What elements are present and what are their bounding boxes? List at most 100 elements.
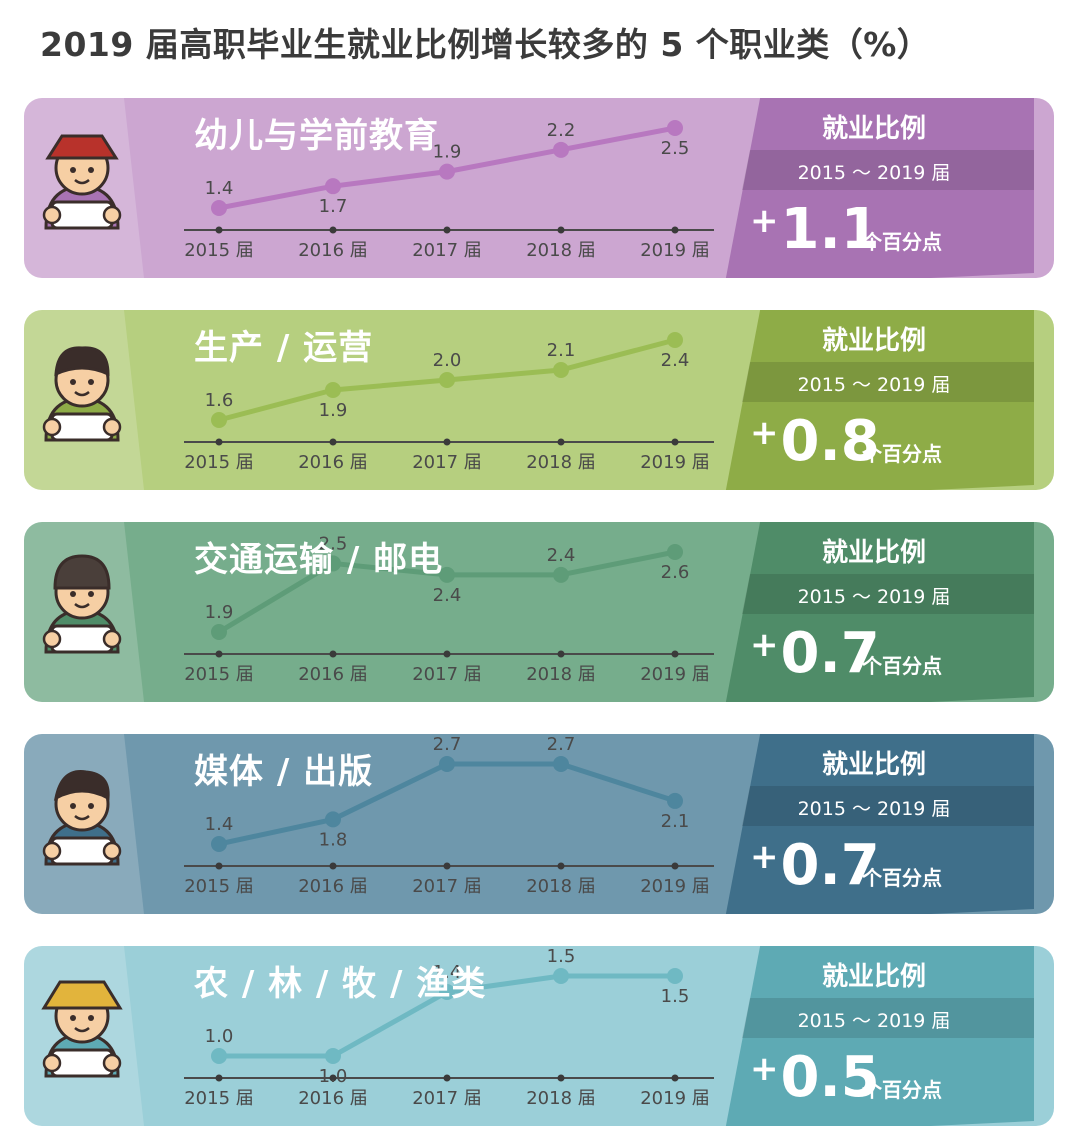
x-tick-label: 2018 届 bbox=[526, 876, 596, 897]
data-point bbox=[667, 968, 683, 984]
axis-tick bbox=[443, 438, 451, 446]
worker-avatar-icon bbox=[42, 346, 122, 442]
x-tick-label: 2018 届 bbox=[526, 452, 596, 473]
axis-tick bbox=[215, 438, 223, 446]
metric-box bbox=[725, 946, 1034, 1126]
change-number: 0.8 bbox=[780, 409, 880, 474]
data-point bbox=[211, 836, 227, 852]
data-point bbox=[211, 1048, 227, 1064]
period-band bbox=[742, 362, 1034, 402]
data-point bbox=[667, 332, 683, 348]
plus-sign: + bbox=[750, 201, 779, 241]
data-label: 1.4 bbox=[433, 962, 462, 983]
data-point bbox=[439, 163, 455, 180]
data-point bbox=[439, 566, 455, 583]
data-label: 2.4 bbox=[661, 350, 690, 371]
data-point bbox=[211, 624, 227, 640]
x-tick-label: 2016 届 bbox=[298, 876, 368, 897]
axis-tick bbox=[329, 1074, 337, 1082]
plus-sign: + bbox=[750, 1049, 779, 1089]
data-point bbox=[325, 178, 341, 195]
x-tick-label: 2017 届 bbox=[412, 664, 482, 685]
occupation-name: 媒体 / 出版 bbox=[194, 752, 374, 792]
change-unit: 个百分点 bbox=[862, 1078, 942, 1102]
change-number: 0.5 bbox=[780, 1045, 880, 1110]
period-band bbox=[742, 150, 1034, 190]
metric-box bbox=[725, 522, 1034, 702]
occupation-name: 幼儿与学前教育 bbox=[194, 116, 439, 156]
axis-tick bbox=[443, 226, 451, 234]
data-label: 2.7 bbox=[547, 734, 576, 755]
x-tick-label: 2017 届 bbox=[412, 240, 482, 261]
x-tick-label: 2018 届 bbox=[526, 664, 596, 685]
change-value: +1.1 bbox=[750, 191, 880, 260]
reader-avatar-icon bbox=[42, 770, 122, 866]
x-tick-label: 2016 届 bbox=[298, 240, 368, 261]
x-tick-label: 2016 届 bbox=[298, 1088, 368, 1109]
metric-period: 2015 ～ 2019 届 bbox=[797, 162, 951, 184]
metric-period: 2015 ～ 2019 届 bbox=[797, 1010, 951, 1032]
line-chart: 2015 届 2016 届 2017 届 2018 届 2019 届 1.9 2.5 2.4 2… bbox=[24, 522, 1054, 702]
x-tick-label: 2018 届 bbox=[526, 240, 596, 261]
axis-tick bbox=[329, 438, 337, 446]
change-unit: 个百分点 bbox=[862, 230, 942, 254]
data-label: 1.0 bbox=[205, 1026, 234, 1047]
occupation-panel: 2015 届 2016 届 2017 届 2018 届 2019 届 1.6 1.9 2.0 2… bbox=[24, 310, 1054, 490]
data-point bbox=[667, 120, 683, 136]
x-tick-label: 2015 届 bbox=[184, 452, 254, 473]
data-label: 2.4 bbox=[433, 585, 462, 606]
period-band bbox=[742, 786, 1034, 826]
axis-tick bbox=[215, 1074, 223, 1082]
axis-tick bbox=[443, 862, 451, 870]
x-tick-label: 2018 届 bbox=[526, 1088, 596, 1109]
data-point bbox=[553, 756, 569, 772]
metric-period: 2015 ～ 2019 届 bbox=[797, 586, 951, 608]
data-point bbox=[211, 412, 227, 428]
plus-sign: + bbox=[750, 625, 779, 665]
data-point bbox=[553, 362, 569, 378]
occupation-name: 生产 / 运营 bbox=[194, 328, 374, 368]
change-value: +0.7 bbox=[750, 827, 880, 896]
data-label: 1.5 bbox=[661, 986, 690, 1007]
data-point bbox=[439, 372, 455, 388]
period-band bbox=[742, 574, 1034, 614]
page-title: 2019 届高职毕业生就业比例增长较多的 5 个职业类（%） bbox=[40, 25, 931, 64]
data-label: 1.6 bbox=[205, 390, 234, 411]
x-tick-label: 2019 届 bbox=[640, 240, 710, 261]
data-point bbox=[325, 382, 341, 398]
data-label: 2.1 bbox=[661, 811, 690, 832]
change-number: 1.1 bbox=[780, 197, 880, 262]
data-label: 1.4 bbox=[205, 178, 234, 199]
x-tick-label: 2015 届 bbox=[184, 876, 254, 897]
data-label: 2.7 bbox=[433, 734, 462, 755]
data-label: 2.4 bbox=[547, 545, 576, 566]
x-tick-label: 2015 届 bbox=[184, 664, 254, 685]
data-label: 2.5 bbox=[661, 138, 690, 159]
x-tick-label: 2017 届 bbox=[412, 1088, 482, 1109]
axis-tick bbox=[671, 650, 679, 658]
axis-tick bbox=[215, 862, 223, 870]
metric-label: 就业比例 bbox=[821, 538, 926, 568]
axis-tick bbox=[557, 1074, 565, 1082]
axis-tick bbox=[443, 650, 451, 658]
x-tick-label: 2017 届 bbox=[412, 452, 482, 473]
data-point bbox=[439, 756, 455, 772]
axis-tick bbox=[557, 226, 565, 234]
x-tick-label: 2017 届 bbox=[412, 876, 482, 897]
data-label: 1.5 bbox=[547, 946, 576, 967]
metric-box bbox=[725, 734, 1034, 914]
data-label: 1.7 bbox=[319, 196, 348, 217]
metric-label: 就业比例 bbox=[821, 750, 926, 780]
data-label: 1.9 bbox=[433, 142, 462, 163]
axis-tick bbox=[557, 650, 565, 658]
axis-tick bbox=[329, 650, 337, 658]
period-band bbox=[742, 998, 1034, 1038]
change-value: +0.8 bbox=[750, 403, 880, 472]
change-value: +0.7 bbox=[750, 615, 880, 684]
x-tick-label: 2015 届 bbox=[184, 240, 254, 261]
line-chart: 2015 届 2016 届 2017 届 2018 届 2019 届 1.6 1.9 2.0 2… bbox=[24, 310, 1054, 490]
data-label: 1.4 bbox=[205, 814, 234, 835]
data-point bbox=[211, 200, 227, 216]
data-point bbox=[667, 544, 683, 560]
occupation-panel: 2015 届 2016 届 2017 届 2018 届 2019 届 1.4 1.8 2.7 2… bbox=[24, 734, 1054, 914]
